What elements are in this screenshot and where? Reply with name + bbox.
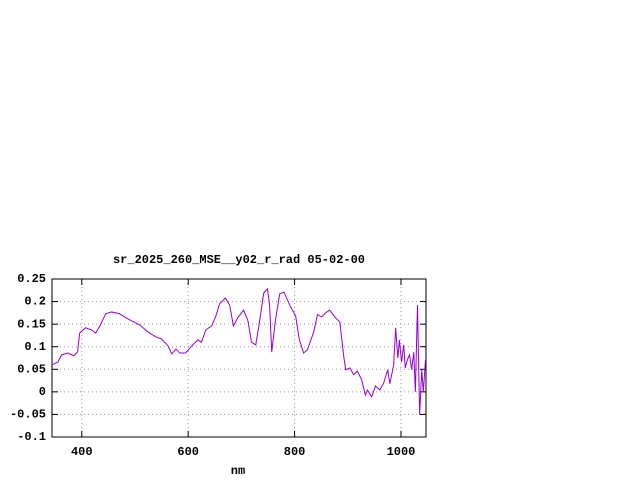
y-tick-label: -0.05 [10,408,46,422]
y-tick-label: 0.15 [17,317,46,331]
x-tick-label: 1000 [387,445,416,459]
y-tick-label: 0 [39,385,46,399]
x-tick-label: 400 [71,445,93,459]
plot-border [51,278,427,438]
x-tick-label: 600 [177,445,199,459]
y-tick-label: -0.1 [17,430,46,444]
y-tick-label: 0.1 [24,340,46,354]
y-tick-label: 0.05 [17,362,46,376]
y-tick-label: 0.25 [17,272,46,286]
chart-title: sr_2025_260_MSE__y02_r_rad 05-02-00 [113,253,365,267]
x-tick-label: 800 [284,445,306,459]
y-tick-label: 0.2 [24,295,46,309]
x-axis-label: nm [231,464,245,478]
data-line [51,287,426,415]
